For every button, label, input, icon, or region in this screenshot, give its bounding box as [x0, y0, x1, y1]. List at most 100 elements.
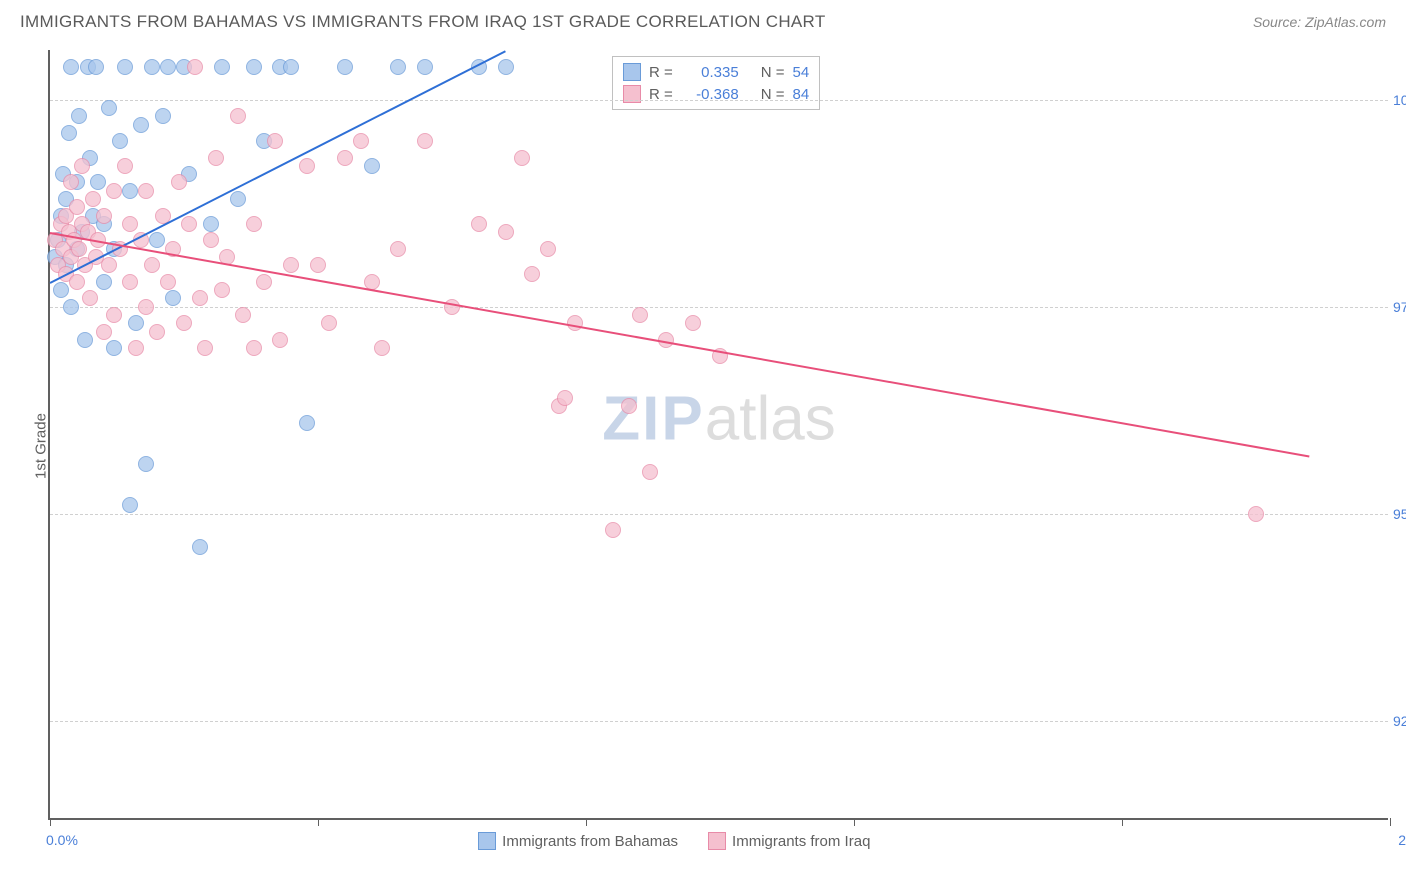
- data-point: [557, 390, 573, 406]
- data-point: [642, 464, 658, 480]
- data-point: [203, 232, 219, 248]
- legend-stats-row: R = -0.368N = 84: [623, 83, 809, 105]
- y-tick-label: 97.5%: [1393, 299, 1406, 315]
- data-point: [117, 59, 133, 75]
- legend-stats-row: R = 0.335N = 54: [623, 61, 809, 83]
- data-point: [122, 497, 138, 513]
- gridline: [50, 100, 1388, 101]
- data-point: [96, 274, 112, 290]
- data-point: [374, 340, 390, 356]
- data-point: [685, 315, 701, 331]
- data-point: [106, 340, 122, 356]
- data-point: [96, 208, 112, 224]
- data-point: [444, 299, 460, 315]
- data-point: [69, 199, 85, 215]
- data-point: [181, 216, 197, 232]
- y-tick-label: 95.0%: [1393, 506, 1406, 522]
- x-tick-mark: [586, 818, 587, 826]
- data-point: [417, 133, 433, 149]
- data-point: [90, 174, 106, 190]
- data-point: [235, 307, 251, 323]
- data-point: [498, 224, 514, 240]
- data-point: [122, 274, 138, 290]
- data-point: [77, 332, 93, 348]
- data-point: [171, 174, 187, 190]
- data-point: [82, 290, 98, 306]
- data-point: [144, 59, 160, 75]
- y-axis-label: 1st Grade: [32, 413, 49, 479]
- data-point: [498, 59, 514, 75]
- data-point: [69, 274, 85, 290]
- data-point: [246, 216, 262, 232]
- data-point: [101, 257, 117, 273]
- data-point: [230, 191, 246, 207]
- data-point: [192, 290, 208, 306]
- data-point: [471, 216, 487, 232]
- data-point: [203, 216, 219, 232]
- data-point: [540, 241, 556, 257]
- x-tick-mark: [854, 818, 855, 826]
- data-point: [208, 150, 224, 166]
- data-point: [246, 340, 262, 356]
- data-point: [605, 522, 621, 538]
- stats-legend: R = 0.335N = 54R = -0.368N = 84: [612, 56, 820, 110]
- legend-series-item: Immigrants from Iraq: [708, 832, 870, 850]
- gridline: [50, 721, 1388, 722]
- data-point: [74, 158, 90, 174]
- watermark: ZIPatlas: [602, 383, 835, 454]
- data-point: [337, 150, 353, 166]
- data-point: [106, 307, 122, 323]
- data-point: [160, 274, 176, 290]
- data-point: [283, 257, 299, 273]
- data-point: [192, 539, 208, 555]
- data-point: [187, 59, 203, 75]
- data-point: [71, 241, 87, 257]
- data-point: [524, 266, 540, 282]
- data-point: [122, 183, 138, 199]
- data-point: [353, 133, 369, 149]
- chart-title: IMMIGRANTS FROM BAHAMAS VS IMMIGRANTS FR…: [20, 12, 826, 32]
- data-point: [267, 133, 283, 149]
- data-point: [63, 59, 79, 75]
- trend-line: [50, 232, 1310, 458]
- data-point: [106, 183, 122, 199]
- data-point: [197, 340, 213, 356]
- data-point: [214, 59, 230, 75]
- gridline: [50, 307, 1388, 308]
- data-point: [299, 415, 315, 431]
- y-tick-label: 100.0%: [1393, 92, 1406, 108]
- data-point: [310, 257, 326, 273]
- data-point: [390, 59, 406, 75]
- data-point: [133, 117, 149, 133]
- data-point: [337, 59, 353, 75]
- data-point: [283, 59, 299, 75]
- x-tick-mark: [50, 818, 51, 826]
- data-point: [63, 174, 79, 190]
- data-point: [256, 274, 272, 290]
- data-point: [138, 299, 154, 315]
- data-point: [128, 315, 144, 331]
- data-point: [101, 100, 117, 116]
- x-label-max: 25.0%: [1398, 832, 1406, 848]
- data-point: [176, 315, 192, 331]
- data-point: [88, 59, 104, 75]
- x-tick-mark: [1390, 818, 1391, 826]
- data-point: [246, 59, 262, 75]
- data-point: [230, 108, 246, 124]
- x-tick-mark: [318, 818, 319, 826]
- data-point: [144, 257, 160, 273]
- legend-series-item: Immigrants from Bahamas: [478, 832, 678, 850]
- x-tick-mark: [1122, 818, 1123, 826]
- y-tick-label: 92.5%: [1393, 713, 1406, 729]
- data-point: [53, 282, 69, 298]
- data-point: [138, 456, 154, 472]
- data-point: [165, 290, 181, 306]
- data-point: [112, 133, 128, 149]
- source-label: Source: ZipAtlas.com: [1253, 14, 1386, 30]
- series-legend: Immigrants from Bahamas Immigrants from I…: [478, 832, 870, 850]
- x-label-min: 0.0%: [46, 832, 78, 848]
- data-point: [390, 241, 406, 257]
- data-point: [214, 282, 230, 298]
- data-point: [138, 183, 154, 199]
- data-point: [1248, 506, 1264, 522]
